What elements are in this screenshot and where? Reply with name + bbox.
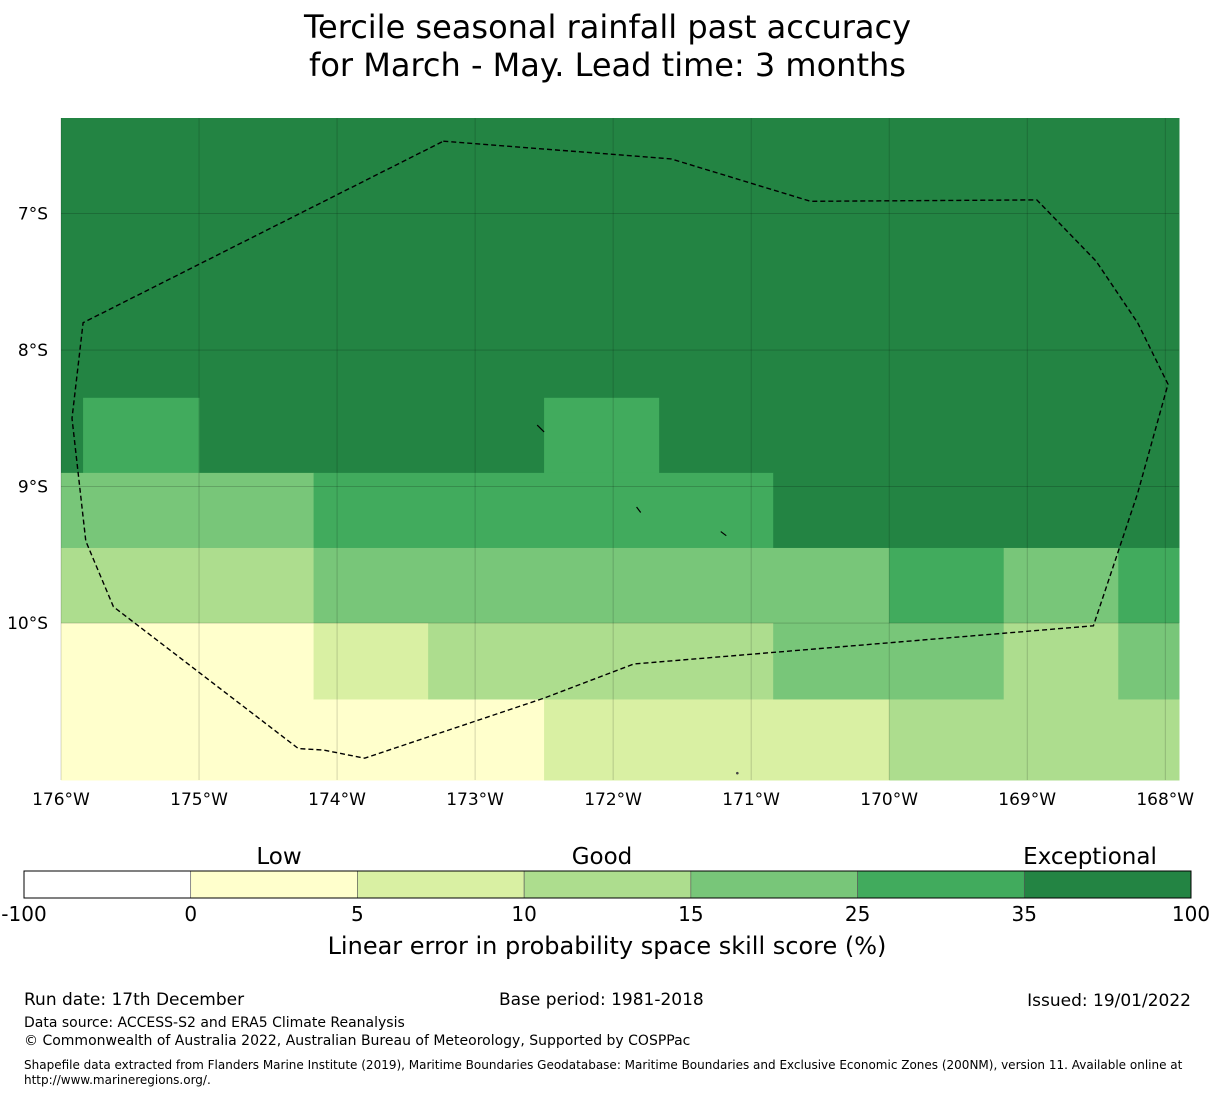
- shapefile-note: Shapefile data extracted from Flanders M…: [24, 1058, 1183, 1087]
- lat-tick-label: 10°S: [7, 614, 48, 634]
- lon-tick-label: 176°W: [32, 790, 90, 810]
- skill-cell: [313, 699, 545, 781]
- skill-cell: [889, 547, 1005, 624]
- colorbar-bin: [357, 870, 525, 899]
- eez-boundary: [71, 140, 1169, 759]
- skill-cell: [544, 397, 660, 474]
- colorbar-bin: [857, 870, 1025, 899]
- skill-cell: [1003, 547, 1119, 624]
- lon-tick-label: 168°W: [1136, 790, 1194, 810]
- colorbar-tick-label: 15: [678, 902, 703, 926]
- colorbar-bin: [690, 870, 858, 899]
- island-outline: [720, 531, 727, 537]
- skill-cell: [313, 472, 774, 549]
- island-outline: [636, 506, 642, 513]
- colorbar-outline: [23, 870, 1192, 899]
- base-period: Base period: 1981-2018: [499, 990, 704, 1010]
- colorbar-tick-label: 35: [1012, 902, 1037, 926]
- run-date: Run date: 17th December: [24, 990, 245, 1010]
- lon-tick-label: 175°W: [170, 790, 228, 810]
- skill-cell: [61, 623, 315, 781]
- colorbar-category-label: Good: [572, 844, 633, 870]
- colorbar-category-label: Low: [256, 844, 301, 870]
- colorbar-tick-label: 10: [511, 902, 536, 926]
- skill-cell: [773, 623, 1005, 700]
- skill-cell: [1003, 623, 1119, 700]
- colorbar-tick-label: 25: [845, 902, 870, 926]
- colorbar-tick-label: 5: [351, 902, 364, 926]
- lat-tick-label: 8°S: [18, 341, 48, 361]
- lon-tick-label: 169°W: [998, 790, 1056, 810]
- lat-tick-label: 7°S: [18, 205, 48, 225]
- skill-cell: [61, 472, 315, 549]
- skill-cell: [773, 472, 1180, 549]
- issued-date: Issued: 19/01/2022: [1027, 991, 1191, 1011]
- chart-title-line1: Tercile seasonal rainfall past accuracy: [303, 8, 912, 46]
- graticule: [60, 118, 1179, 780]
- colorbar-bin: [1023, 870, 1192, 899]
- skill-cell: [83, 397, 200, 474]
- islands: [536, 424, 739, 775]
- skill-cell: [313, 623, 429, 700]
- colorbar-axis-label: Linear error in probability space skill …: [328, 932, 887, 960]
- colorbar-tick-label: 100: [1172, 902, 1210, 926]
- skill-cell: [889, 699, 1180, 781]
- skill-cell: [61, 547, 315, 624]
- island-outline: [736, 771, 739, 775]
- data-source: Data source: ACCESS-S2 and ERA5 Climate …: [24, 1015, 405, 1031]
- colorbar-tick-label: 0: [184, 902, 197, 926]
- skill-cell: [1118, 623, 1180, 700]
- island-outline: [536, 424, 545, 433]
- lon-tick-label: 170°W: [860, 790, 918, 810]
- colorbar-bin: [523, 870, 692, 899]
- colorbar-tick-label: -100: [1, 902, 46, 926]
- chart-title-line2: for March - May. Lead time: 3 months: [309, 46, 906, 84]
- colorbar-bin: [190, 870, 358, 899]
- skill-cell: [544, 699, 890, 781]
- skill-cell: [1118, 547, 1180, 624]
- lon-tick-label: 171°W: [722, 790, 780, 810]
- colorbar-bin: [23, 870, 192, 899]
- lon-tick-label: 174°W: [308, 790, 366, 810]
- lat-tick-label: 9°S: [18, 478, 48, 498]
- skill-cell: [313, 547, 890, 624]
- lon-tick-label: 172°W: [584, 790, 642, 810]
- lon-tick-label: 173°W: [446, 790, 504, 810]
- skill-grid-cells: [61, 118, 1180, 781]
- copyright: © Commonwealth of Australia 2022, Austra…: [24, 1033, 691, 1049]
- colorbar-category-label: Exceptional: [1023, 844, 1157, 870]
- skill-cell: [428, 623, 774, 700]
